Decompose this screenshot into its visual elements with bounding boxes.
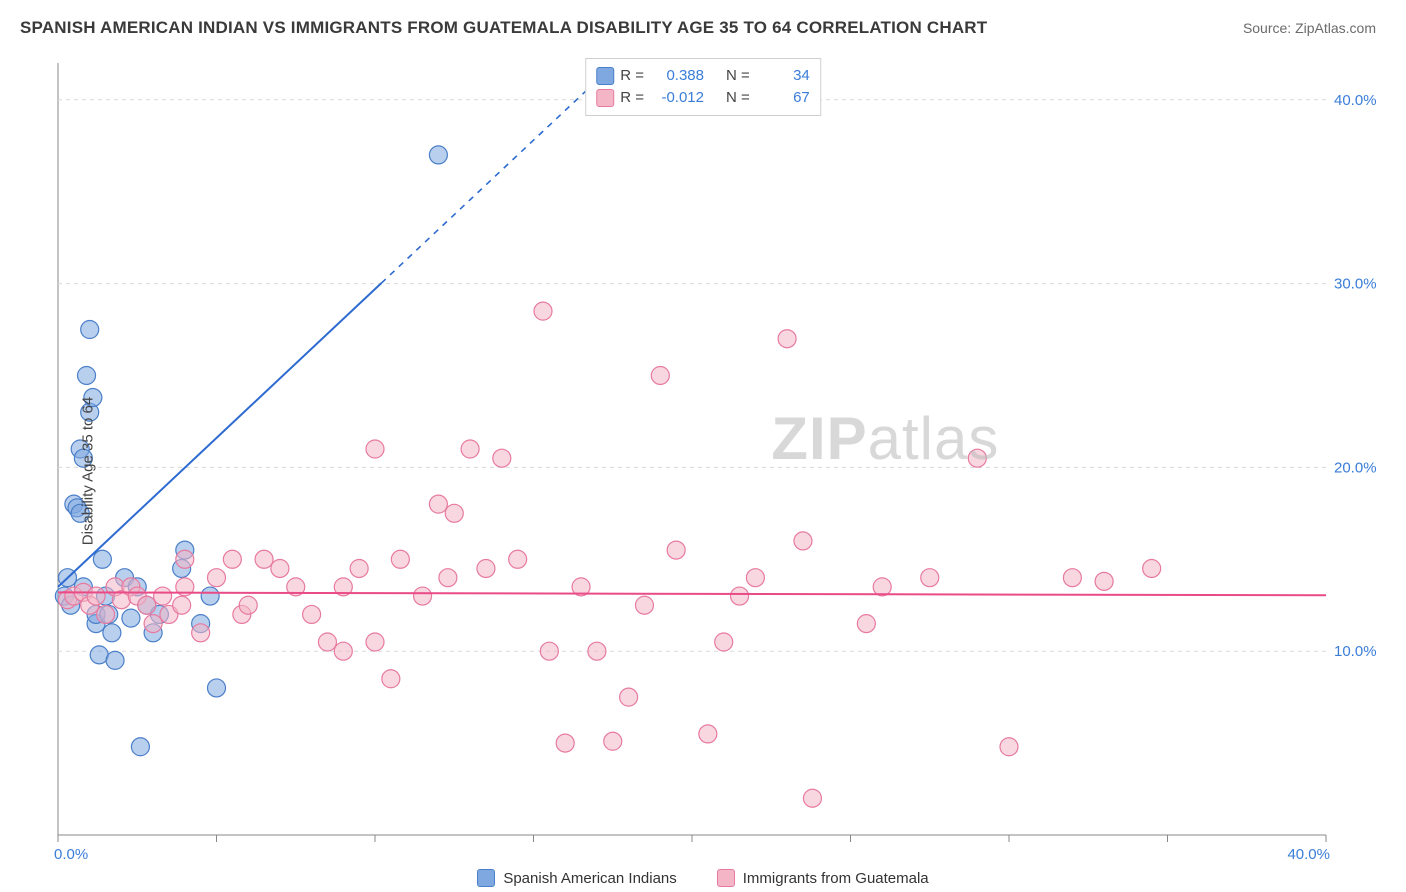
swatch-series1 <box>596 67 614 85</box>
svg-text:40.0%: 40.0% <box>1287 846 1330 863</box>
r-value-series1: 0.388 <box>650 65 704 87</box>
legend-item-series1: Spanish American Indians <box>477 869 676 887</box>
swatch-series2 <box>596 89 614 107</box>
n-value-series1: 34 <box>756 65 810 87</box>
n-value-series2: 67 <box>756 87 810 109</box>
swatch-series2-bottom <box>717 869 735 887</box>
legend-row-series2: R = -0.012 N = 67 <box>596 87 810 109</box>
svg-text:40.0%: 40.0% <box>1334 92 1377 109</box>
svg-text:10.0%: 10.0% <box>1334 643 1377 660</box>
scatter-chart: 10.0% 20.0% 30.0% 40.0% 0.0% 40.0% <box>20 55 1386 887</box>
source-attribution: Source: ZipAtlas.com <box>1243 20 1376 36</box>
swatch-series1-bottom <box>477 869 495 887</box>
r-value-series2: -0.012 <box>650 87 704 109</box>
legend-row-series1: R = 0.388 N = 34 <box>596 65 810 87</box>
svg-text:30.0%: 30.0% <box>1334 276 1377 293</box>
legend-item-series2: Immigrants from Guatemala <box>717 869 929 887</box>
y-axis-label: Disability Age 35 to 64 <box>80 397 97 545</box>
series-legend: Spanish American Indians Immigrants from… <box>20 869 1386 887</box>
svg-text:20.0%: 20.0% <box>1334 459 1377 476</box>
chart-area: Disability Age 35 to 64 10.0% 20.0% 30.0% 4… <box>20 55 1386 887</box>
chart-title: SPANISH AMERICAN INDIAN VS IMMIGRANTS FR… <box>20 18 987 38</box>
correlation-legend: R = 0.388 N = 34 R = -0.012 N = 67 <box>585 58 821 116</box>
svg-text:0.0%: 0.0% <box>54 846 88 863</box>
